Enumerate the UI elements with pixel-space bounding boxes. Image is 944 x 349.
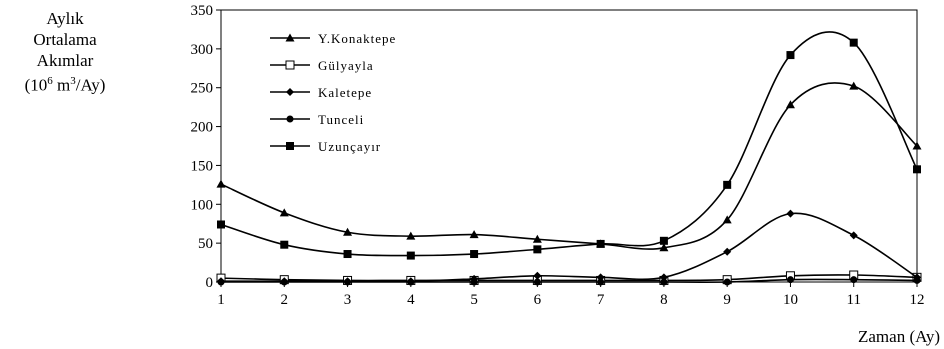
x-tick-label: 3	[344, 292, 352, 308]
y-axis-label-line-1: Aylık	[46, 9, 84, 28]
data-point-tunceli	[660, 278, 668, 286]
data-point-tunceli	[533, 278, 541, 286]
x-tick-label: 5	[470, 292, 478, 308]
data-point-y-konaktepe	[659, 243, 669, 252]
y-unit-exp-2: 3	[70, 75, 76, 87]
x-tick-label: 9	[723, 292, 731, 308]
x-axis-ticks: 1 2 3 4 5 6 7 8 9 10 11 12	[217, 282, 925, 308]
series-tunceli	[217, 276, 921, 286]
data-point-tunceli	[407, 278, 415, 286]
data-point-uzun-ay-r	[786, 51, 795, 60]
data-point-tunceli	[723, 278, 731, 286]
x-tick-label: 4	[407, 292, 415, 308]
y-tick-label: 150	[191, 158, 214, 174]
y-unit-part-2: m	[52, 75, 71, 95]
legend-marker	[285, 33, 295, 42]
x-tick-label: 8	[660, 292, 668, 308]
data-point-tunceli	[850, 276, 858, 284]
legend-marker	[286, 88, 294, 96]
y-axis-label-line-3: Akımlar	[36, 51, 94, 70]
data-point-uzun-ay-r	[343, 250, 352, 259]
y-tick-label: 100	[191, 197, 214, 213]
legend-marker	[285, 60, 295, 70]
y-axis-label-line-2: Ortalama	[33, 30, 97, 49]
series-line-g-lyayla	[220, 274, 918, 282]
data-point-uzun-ay-r	[723, 180, 732, 189]
y-tick-label: 350	[191, 3, 214, 19]
y-tick-label: 300	[191, 42, 214, 58]
legend-marker	[286, 142, 294, 150]
series-lines	[216, 31, 922, 286]
x-tick-label: 12	[910, 292, 925, 308]
data-point-y-konaktepe	[722, 215, 732, 224]
data-point-tunceli	[597, 278, 605, 286]
x-axis-label: Zaman (Ay)	[858, 327, 940, 346]
data-point-uzun-ay-r	[406, 251, 415, 260]
y-axis-ticks: 0 50 100 150 200 250 300 350	[191, 3, 221, 291]
data-point-tunceli	[217, 278, 225, 286]
legend-entry-tunceli: Tunceli	[270, 112, 364, 127]
legend-label: Y.Konaktepe	[318, 31, 396, 46]
data-point-kaletepe	[723, 247, 732, 256]
y-unit-part-3: /Ay)	[75, 75, 106, 95]
data-point-kaletepe	[786, 209, 795, 218]
data-point-uzun-ay-r	[280, 240, 289, 249]
x-tick-label: 2	[281, 292, 289, 308]
legend-entry-y-konaktepe: Y.Konaktepe	[270, 31, 396, 46]
data-point-kaletepe	[533, 271, 542, 280]
data-point-tunceli	[913, 276, 921, 284]
y-unit-exp-1: 6	[47, 75, 53, 87]
data-point-y-konaktepe	[406, 231, 416, 240]
x-tick-label: 1	[217, 292, 225, 308]
y-unit-part-1: (10	[24, 75, 48, 95]
data-point-uzun-ay-r	[849, 38, 858, 47]
data-point-kaletepe	[849, 231, 858, 240]
data-point-tunceli	[280, 278, 288, 286]
series-kaletepe	[217, 209, 921, 286]
legend-label: Uzunçayır	[318, 139, 381, 154]
data-point-y-konaktepe	[532, 234, 542, 243]
legend-label: Tunceli	[318, 112, 364, 127]
data-point-y-konaktepe	[279, 208, 289, 217]
data-point-y-konaktepe	[469, 230, 479, 239]
y-axis-label-line-4: (106 m3/Ay)	[0, 71, 130, 96]
y-tick-label: 250	[191, 81, 214, 97]
x-tick-label: 6	[534, 292, 542, 308]
data-point-y-konaktepe	[912, 141, 922, 150]
x-tick-label: 7	[597, 292, 605, 308]
series-line-y-konaktepe	[220, 82, 918, 250]
series-line-tunceli	[220, 278, 918, 283]
y-tick-label: 0	[206, 275, 214, 291]
data-point-tunceli	[470, 278, 478, 286]
y-tick-label: 50	[198, 236, 213, 252]
data-point-uzun-ay-r	[217, 220, 225, 229]
series-uzun-ay-r	[217, 31, 921, 260]
data-point-y-konaktepe	[849, 81, 859, 90]
data-point-tunceli	[786, 276, 794, 284]
legend-marker	[286, 115, 294, 123]
x-tick-label: 11	[847, 292, 861, 308]
data-point-uzun-ay-r	[470, 250, 479, 259]
legend-entry-uzun-ay-r: Uzunçayır	[270, 139, 381, 154]
data-point-uzun-ay-r	[533, 245, 542, 254]
y-tick-label: 200	[191, 120, 214, 136]
x-tick-label: 10	[783, 292, 798, 308]
data-point-uzun-ay-r	[596, 239, 605, 248]
data-point-tunceli	[344, 278, 352, 286]
legend-entry-g-lyayla: Gülyayla	[270, 58, 374, 73]
data-point-uzun-ay-r	[913, 165, 921, 174]
legend-label: Gülyayla	[318, 58, 374, 73]
legend-label: Kaletepe	[318, 85, 372, 100]
data-point-y-konaktepe	[785, 100, 795, 109]
legend-entry-kaletepe: Kaletepe	[270, 85, 372, 100]
series-y-konaktepe	[216, 81, 922, 252]
data-point-y-konaktepe	[216, 179, 226, 188]
data-point-y-konaktepe	[343, 227, 353, 236]
data-point-uzun-ay-r	[659, 236, 668, 245]
legend: Y.Konaktepe Gülyayla Kaletepe Tunceli Uzunça…	[270, 31, 396, 154]
y-axis-label: Aylık Ortalama Akımlar (106 m3/Ay)	[0, 8, 130, 96]
